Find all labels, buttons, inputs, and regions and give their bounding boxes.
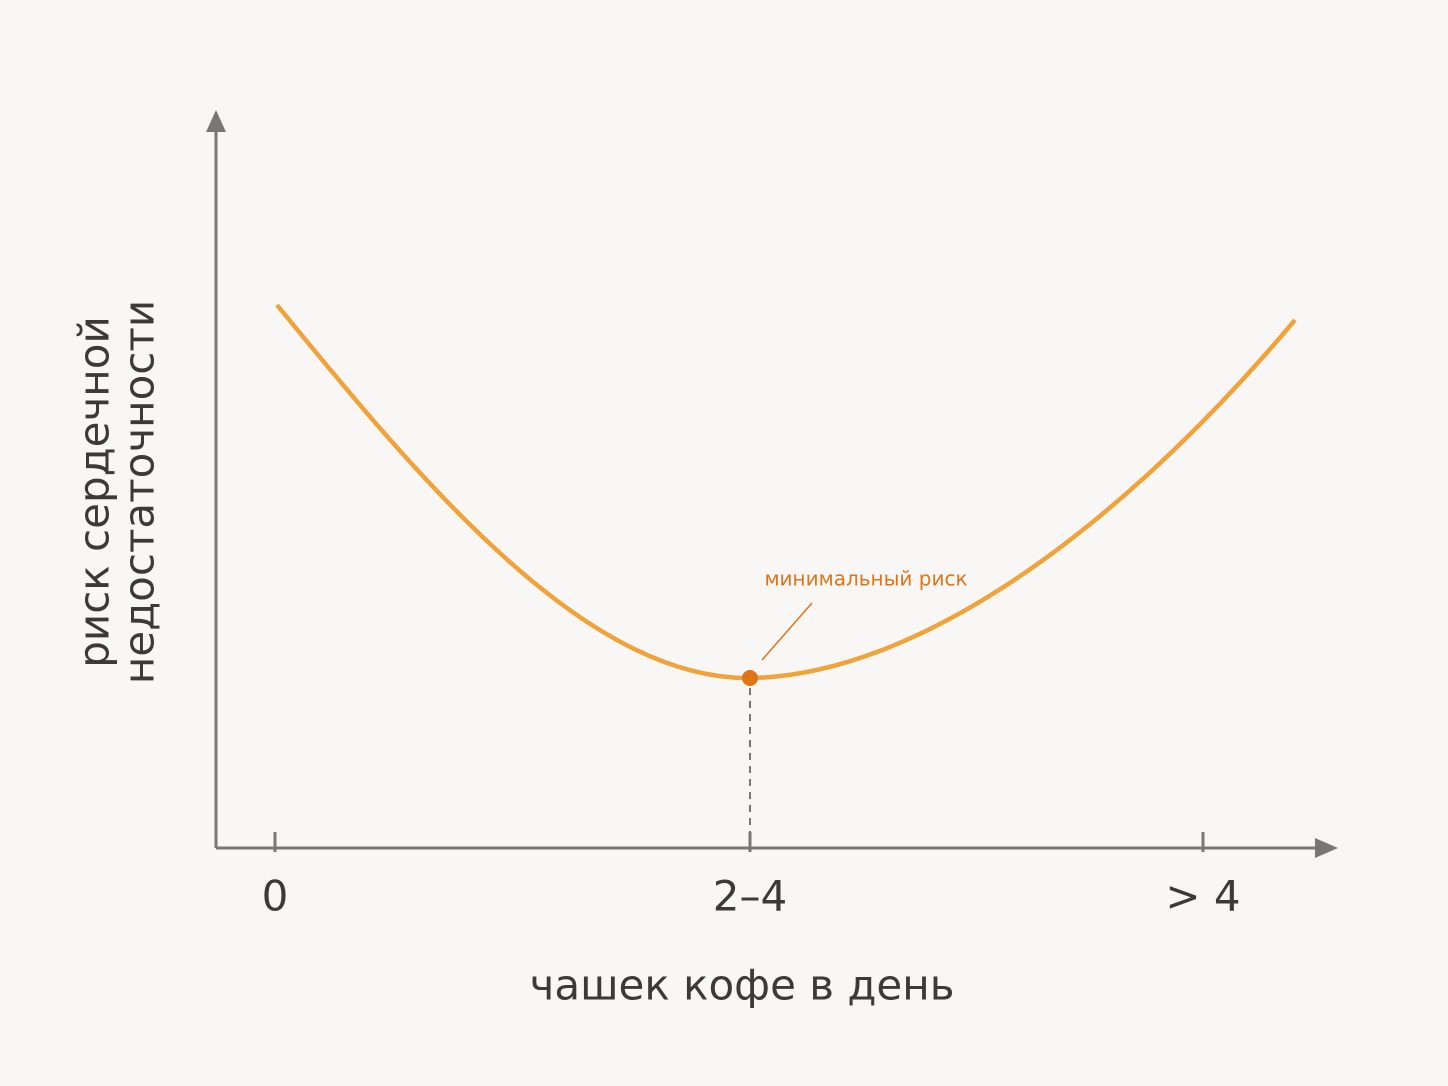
y-axis-label: риск сердечной	[70, 316, 119, 668]
y-axis-arrow	[206, 110, 226, 132]
x-tick-label: 0	[262, 872, 289, 921]
x-axis-arrow	[1315, 838, 1338, 858]
x-tick-label: > 4	[1165, 872, 1240, 921]
x-axis-label: чашек кофе в день	[530, 961, 955, 1010]
annotation-leader	[761, 602, 813, 661]
min-point	[742, 670, 758, 686]
annotation: минимальный риск	[764, 567, 967, 591]
y-axis-label: недостаточности	[115, 300, 164, 684]
x-tick-label: 2–4	[713, 872, 787, 921]
